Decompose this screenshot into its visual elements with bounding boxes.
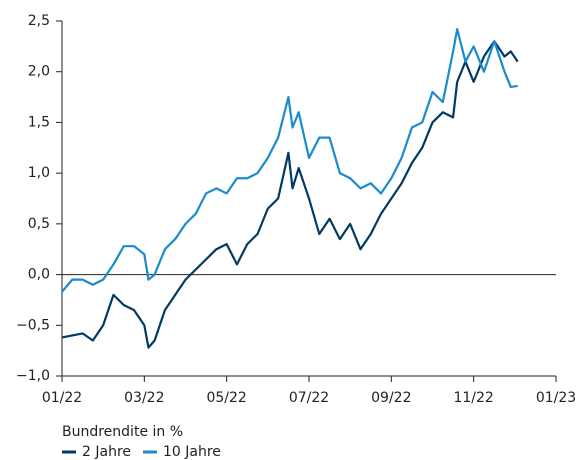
legend-label: 2 Jahre bbox=[82, 444, 131, 460]
y-tick-label: 0,5 bbox=[28, 216, 50, 232]
y-tick-label: −1,0 bbox=[16, 368, 50, 384]
x-tick-label: 11/22 bbox=[453, 390, 493, 406]
x-tick-label: 07/22 bbox=[289, 390, 329, 406]
y-tick-label: 2,0 bbox=[28, 64, 50, 80]
legend-title: Bundrendite in % bbox=[62, 424, 183, 440]
line bbox=[61, 28, 518, 293]
x-tick-label: 05/22 bbox=[206, 390, 246, 406]
y-tick-label: −0,5 bbox=[16, 317, 50, 333]
x-tick-label: 01/23 bbox=[536, 390, 576, 406]
x-tick-label: 09/22 bbox=[371, 390, 411, 406]
y-tick-label: 0,0 bbox=[28, 267, 50, 283]
y-tick-label: 2,5 bbox=[28, 13, 50, 29]
x-tick-label: 01/22 bbox=[42, 390, 82, 406]
legend-label: 10 Jahre bbox=[163, 444, 221, 460]
y-tick-label: 1,5 bbox=[28, 114, 50, 130]
y-tick-label: 1,0 bbox=[28, 165, 50, 181]
line bbox=[61, 40, 519, 349]
x-tick-label: 03/22 bbox=[124, 390, 164, 406]
